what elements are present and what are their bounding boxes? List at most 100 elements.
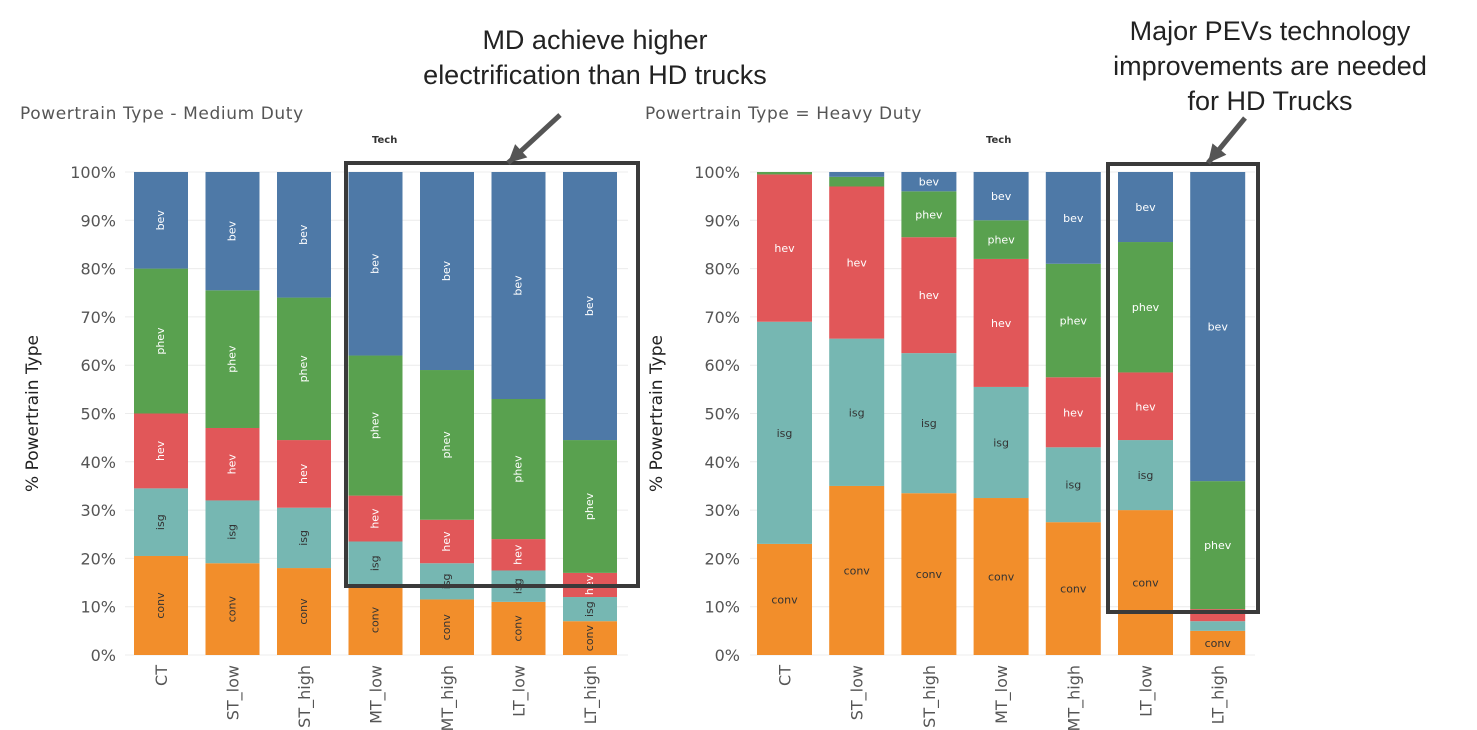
segment-label-isg: isg <box>921 417 937 430</box>
x-tick-label: MT_high <box>438 665 458 730</box>
bar-segment-conv <box>901 493 957 655</box>
segment-label-hev: hev <box>847 257 868 270</box>
bar-segment-bev <box>348 172 403 356</box>
annotation-hd-line-3: for HD Trucks <box>1187 86 1353 116</box>
chart-panel-1: 0% 10% 20% 30% 40% 50% 60% 70% 80% 90% 100% % Power… <box>647 162 1260 730</box>
segment-label-bev: bev <box>440 260 453 281</box>
segment-label-conv: conv <box>154 592 167 619</box>
segment-label-phev: phev <box>583 492 596 520</box>
bar-segment-phev <box>491 399 546 540</box>
annotation-md-line-1: MD achieve higher <box>482 25 708 55</box>
bar-segment-bev <box>205 172 260 291</box>
y-tick-label: 50% <box>80 405 116 424</box>
segment-label-bev: bev <box>583 295 596 316</box>
segment-label-bev: bev <box>369 253 382 274</box>
bar-segment-isg <box>134 488 188 556</box>
segment-label-isg: isg <box>1138 469 1154 482</box>
segment-label-conv: conv <box>1060 583 1087 596</box>
bar-segment-bev <box>973 172 1029 221</box>
x-tick-label: LT_high <box>1209 665 1229 724</box>
bar-segment-bev <box>1190 172 1246 482</box>
segment-label-hev: hev <box>512 544 525 565</box>
segment-label-conv: conv <box>1205 637 1232 650</box>
column-header-medium-duty: Tech <box>372 135 398 146</box>
segment-label-hev: hev <box>1135 400 1156 413</box>
bar-segment-hev <box>901 237 957 354</box>
bar-segment-bev <box>1118 172 1173 243</box>
x-tick-label: MT_low <box>367 665 387 724</box>
y-tick-label: 60% <box>80 356 116 375</box>
segment-label-conv: conv <box>916 568 943 581</box>
bar-segment-isg <box>1190 621 1246 631</box>
bar-segment-phev <box>134 268 188 414</box>
segment-label-hev: hev <box>154 440 167 461</box>
y-tick-label: 10% <box>704 598 740 617</box>
bar-segment-isg <box>1045 447 1101 523</box>
bar-segment-conv <box>348 584 403 655</box>
y-tick-label: 100% <box>694 163 740 182</box>
segment-label-isg: isg <box>154 514 167 530</box>
bar-segment-phev <box>1118 242 1173 373</box>
bar-segment-bev <box>420 172 474 371</box>
bar-segment-isg <box>901 353 957 494</box>
bar-segment-isg <box>420 563 474 600</box>
y-tick-label: 20% <box>704 549 740 568</box>
bar-segment-conv <box>563 621 617 655</box>
segment-label-bev: bev <box>919 176 940 189</box>
segment-label-hev: hev <box>440 531 453 552</box>
bar-segment-hev <box>1045 377 1101 448</box>
bar-segment-conv <box>491 601 546 655</box>
x-tick-label: LT_low <box>1137 665 1157 717</box>
y-tick-label: 70% <box>704 308 740 327</box>
segment-label-phev: phev <box>297 355 310 383</box>
y-tick-label: 30% <box>704 501 740 520</box>
bar-segment-conv <box>420 599 474 655</box>
bar-segment-bev <box>829 172 885 177</box>
segment-label-isg: isg <box>369 555 382 571</box>
x-tick-label: ST_high <box>295 665 315 728</box>
bar-segment-isg <box>829 338 885 486</box>
column-header-heavy-duty: Tech <box>986 135 1012 146</box>
bar-segment-conv <box>134 555 188 655</box>
bar-segment-hev <box>491 539 546 571</box>
bar-segment-conv <box>205 563 260 655</box>
segment-label-isg: isg <box>226 524 239 540</box>
segment-label-isg: isg <box>993 436 1009 449</box>
x-tick-label: ST_high <box>920 665 940 728</box>
bar-segment-bev <box>491 172 546 400</box>
bar-segment-isg <box>757 321 812 544</box>
segment-label-conv: conv <box>583 624 596 651</box>
segment-label-hev: hev <box>919 289 940 302</box>
segment-label-bev: bev <box>991 190 1012 203</box>
bar-segment-phev <box>1190 481 1246 610</box>
chart-title-medium-duty: Powertrain Type - Medium Duty <box>20 104 304 124</box>
x-tick-label: LT_high <box>581 665 601 724</box>
y-tick-label: 30% <box>80 501 116 520</box>
chart-panel-0: 0% 10% 20% 30% 40% 50% 60% 70% 80% 90% 100% % Power… <box>23 161 640 730</box>
y-axis-label: % Powertrain Type <box>647 335 667 492</box>
bar-segment-phev <box>420 370 474 520</box>
bar-segment-phev <box>277 297 331 441</box>
segment-label-isg: isg <box>849 406 865 419</box>
annotation-hd-line-1: Major PEVs technology <box>1129 16 1411 46</box>
segment-label-hev: hev <box>991 317 1012 330</box>
y-tick-label: 0% <box>91 646 116 665</box>
bar-segment-phev <box>205 290 260 428</box>
segment-label-isg: isg <box>297 530 310 546</box>
bar-segment-phev <box>1045 263 1101 378</box>
bar-segment-hev <box>420 519 474 564</box>
y-tick-label: 60% <box>704 356 740 375</box>
y-tick-label: 70% <box>80 308 116 327</box>
bar-segment-conv <box>757 543 812 655</box>
bar-segment-isg <box>1118 440 1173 511</box>
segment-label-conv: conv <box>297 598 310 625</box>
x-tick-label: CT <box>152 665 171 686</box>
bar-segment-bev <box>1045 172 1101 264</box>
segment-label-phev: phev <box>512 455 525 483</box>
y-tick-label: 20% <box>80 549 116 568</box>
x-tick-label: MT_high <box>1064 665 1084 730</box>
bar-segment-bev <box>901 172 957 192</box>
bar-segment-conv <box>1190 630 1246 655</box>
y-axis-label: % Powertrain Type <box>23 335 43 492</box>
